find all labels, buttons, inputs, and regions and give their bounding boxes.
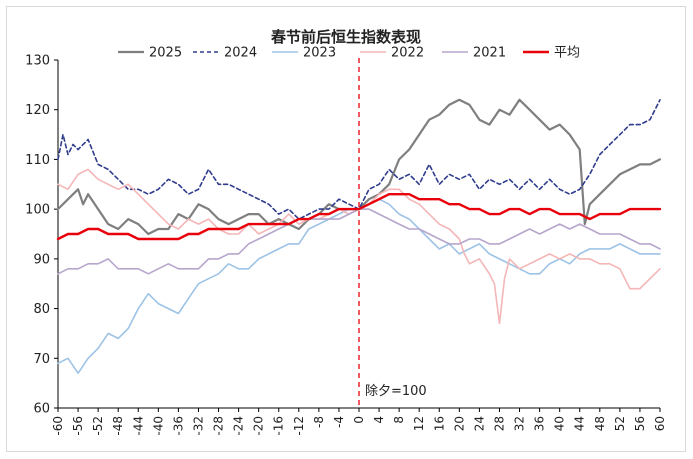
x-tick-label: -52 <box>91 416 105 436</box>
x-tick-label: -8 <box>312 416 326 428</box>
y-tick-label: 90 <box>33 252 50 267</box>
series-line-2022 <box>57 168 661 325</box>
y-tick-label: 70 <box>33 352 50 367</box>
x-tick-label: 4 <box>372 416 386 424</box>
x-tick-label: -60 <box>51 416 65 436</box>
x-tick-label: 56 <box>633 416 647 431</box>
x-tick-label: 52 <box>613 416 627 431</box>
legend-label-2025: 2025 <box>149 46 182 61</box>
annotation-group: 除夕=100 <box>358 58 427 408</box>
y-tick-label: 110 <box>25 153 50 168</box>
x-tick-label: -36 <box>171 416 185 436</box>
x-tick-label: 24 <box>472 416 486 431</box>
x-tick-label: 44 <box>573 416 587 431</box>
x-tick-label: 40 <box>553 416 567 431</box>
x-tick-label: -16 <box>272 416 286 436</box>
x-tick-label: 28 <box>492 416 506 431</box>
x-tick-label: 32 <box>513 416 527 431</box>
x-tick-label: -40 <box>151 416 165 436</box>
legend-label-2024: 2024 <box>224 46 257 61</box>
y-tick-label: 130 <box>25 54 50 69</box>
x-tick-label: -44 <box>131 416 145 436</box>
legend-label-2022: 2022 <box>391 46 424 61</box>
x-tick-label: -24 <box>232 416 246 436</box>
legend-label-平均: 平均 <box>554 46 580 61</box>
x-tick-label: -32 <box>191 416 205 436</box>
chart-title: 春节前后恒生指数表现 <box>271 28 421 46</box>
series-group <box>56 98 662 374</box>
x-tick-label: 36 <box>533 416 547 431</box>
x-tick-label: -48 <box>111 416 125 436</box>
x-tick-label: -12 <box>292 416 306 436</box>
x-tick-label: 48 <box>593 416 607 431</box>
y-tick-label: 60 <box>33 402 50 417</box>
x-tick-label: 0 <box>352 416 366 424</box>
series-line-平均 <box>56 193 662 241</box>
x-tick-label: 20 <box>452 416 466 431</box>
legend: 2025 2024 2023 2022 2021 平均 <box>118 46 580 61</box>
x-tick-label: 60 <box>653 416 667 431</box>
x-tick-label: -28 <box>212 416 226 436</box>
y-tick-label: 120 <box>25 103 50 118</box>
y-tick-label: 80 <box>33 302 50 317</box>
x-tick-label: 16 <box>432 416 446 431</box>
legend-label-2023: 2023 <box>303 46 336 61</box>
y-tick-label: 100 <box>25 203 50 218</box>
series-line-2024 <box>57 99 661 220</box>
x-tick-label: 8 <box>392 416 406 424</box>
x-tick-label: 12 <box>412 416 426 431</box>
x-tick-label: -20 <box>252 416 266 436</box>
legend-label-2021: 2021 <box>473 46 506 61</box>
annotation-label: 除夕=100 <box>365 384 427 399</box>
x-tick-label: -4 <box>332 416 346 428</box>
x-tick-label: -56 <box>71 416 85 436</box>
